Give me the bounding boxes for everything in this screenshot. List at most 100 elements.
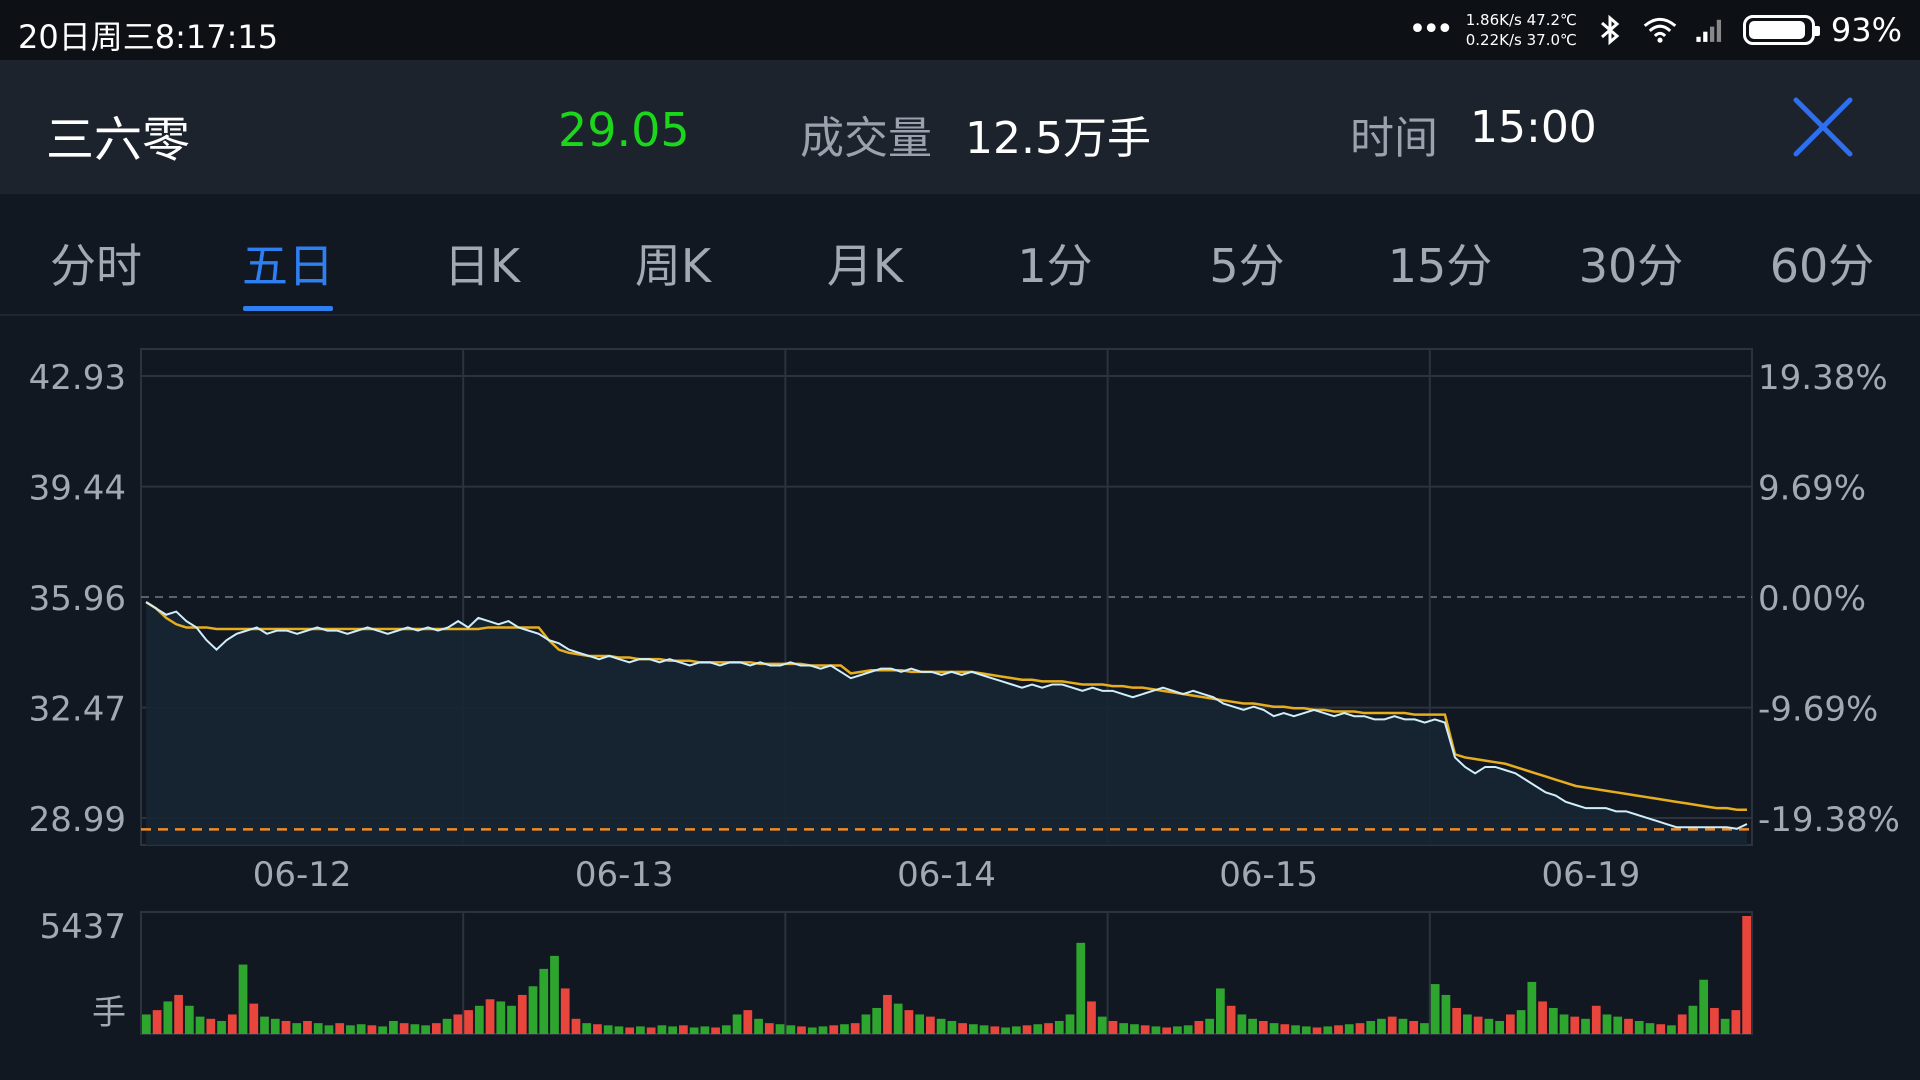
volume-bar	[1001, 1027, 1010, 1034]
day-label: 06-14	[897, 855, 996, 895]
volume-bar	[818, 1026, 828, 1034]
y-tick-right: 9.69%	[1758, 469, 1866, 509]
battery-icon	[1742, 15, 1820, 45]
tab-fenshi[interactable]: 分时	[50, 239, 142, 293]
volume-bar	[1258, 1020, 1268, 1034]
volume-bar	[292, 1023, 302, 1034]
y-tick-left: 39.44	[29, 469, 126, 509]
volume-bar	[1624, 1018, 1633, 1034]
notification-dots-icon: •••	[1408, 12, 1454, 47]
volume-bar	[625, 1027, 635, 1034]
volume-bar	[968, 1024, 978, 1034]
volume-bar	[872, 1007, 882, 1034]
volume-bar	[1291, 1025, 1300, 1034]
volume-bar	[614, 1026, 624, 1034]
volume-bar	[1441, 994, 1451, 1034]
volume-bar	[399, 1023, 409, 1034]
signal-icon	[1693, 13, 1727, 47]
volume-bar	[904, 1010, 914, 1034]
volume-bar	[1076, 942, 1086, 1034]
volume-bar	[883, 994, 892, 1034]
y-tick-right: -19.38%	[1758, 800, 1900, 840]
volume-bar	[1108, 1020, 1118, 1034]
volume-bar	[238, 964, 248, 1034]
period-tabs: 分时 五日 日K 周K 月K 1分 5分 15分 30分 60分	[0, 194, 1920, 316]
volume-bar	[840, 1024, 849, 1034]
tab-week-k[interactable]: 周K	[634, 239, 712, 293]
volume-bar	[1409, 1020, 1419, 1034]
volume-bar	[1269, 1023, 1279, 1034]
tab-day-k[interactable]: 日K	[443, 239, 521, 293]
volume-bar	[786, 1025, 796, 1034]
volume-bar	[1538, 1001, 1547, 1034]
volume-bar	[829, 1025, 839, 1034]
volume-bar	[764, 1023, 774, 1034]
volume-bar	[1602, 1014, 1612, 1034]
stock-price: 29.05	[558, 103, 690, 157]
volume-bar	[1688, 1005, 1698, 1034]
volume-bar	[152, 1010, 162, 1034]
volume-bar	[915, 1014, 925, 1034]
volume-bar	[1334, 1025, 1343, 1034]
volume-bar	[1720, 1018, 1730, 1034]
volume-bar	[1194, 1020, 1204, 1034]
net-speed-up: 1.86K/s 47.2℃	[1465, 11, 1577, 29]
volume-bar	[507, 1005, 516, 1034]
volume-bar	[571, 1018, 581, 1034]
status-icons: ••• 1.86K/s 47.2℃ 0.22K/s 37.0℃	[1409, 8, 1902, 52]
volume-bar	[389, 1020, 398, 1034]
status-bar: 20日周三8:17:15 ••• 1.86K/s 47.2℃ 0.22K/s 3…	[0, 0, 1920, 60]
volume-bar	[657, 1025, 667, 1034]
volume-bar	[807, 1027, 817, 1034]
price-line	[145, 601, 1748, 830]
volume-bar	[732, 1014, 742, 1034]
tab-1min[interactable]: 1分	[1017, 239, 1093, 293]
tab-wuri[interactable]: 五日	[242, 239, 334, 293]
volume-bar	[184, 1005, 194, 1034]
volume-bar	[1731, 1010, 1741, 1034]
volume-bar	[313, 1023, 323, 1034]
day-label: 06-12	[253, 855, 352, 895]
volume-bar	[893, 1003, 903, 1034]
tab-month-k[interactable]: 月K	[826, 239, 904, 293]
volume-bar	[1699, 979, 1709, 1034]
five-day-chart[interactable]: 42.93 39.44 35.96 32.47 28.99 19.38% 9.69% 0.00…	[0, 318, 1920, 1080]
volume-bar	[1205, 1018, 1214, 1034]
volume-bar	[270, 1018, 280, 1034]
volume-bar	[142, 1014, 151, 1034]
day-label: 06-15	[1219, 855, 1318, 895]
volume-bar	[721, 1025, 731, 1034]
y-tick-left: 28.99	[29, 800, 126, 840]
tab-15min[interactable]: 15分	[1387, 239, 1493, 293]
volume-bar	[281, 1020, 291, 1034]
volume-bar	[1742, 916, 1751, 1034]
volume-bar	[485, 999, 495, 1034]
close-button[interactable]	[1788, 92, 1858, 162]
volume-bar	[797, 1026, 806, 1034]
volume-bar	[453, 1014, 463, 1034]
volume-bar	[324, 1025, 334, 1034]
network-speed: 1.86K/s 47.2℃ 0.22K/s 37.0℃	[1466, 10, 1577, 50]
chart-area[interactable]: 42.93 39.44 35.96 32.47 28.99 19.38% 9.69% 0.00…	[0, 318, 1920, 1080]
y-tick-left: 35.96	[29, 579, 126, 619]
tab-30min[interactable]: 30分	[1578, 239, 1684, 293]
volume-label: 成交量	[800, 113, 932, 164]
tab-60min[interactable]: 60分	[1769, 239, 1875, 293]
volume-bar	[1151, 1026, 1161, 1034]
volume-bar	[743, 1010, 753, 1034]
volume-bar	[1634, 1020, 1644, 1034]
volume-bar	[227, 1014, 237, 1034]
volume-bar	[1044, 1023, 1053, 1034]
volume-bar	[1377, 1018, 1386, 1034]
volume-bar	[1280, 1024, 1290, 1034]
volume-bar	[1312, 1027, 1322, 1034]
volume-bar	[1237, 1014, 1247, 1034]
quote-header: 三六零 29.05 成交量 12.5万手 时间 15:00	[0, 60, 1920, 194]
y-tick-left: 42.93	[29, 358, 126, 398]
tab-5min[interactable]: 5分	[1209, 239, 1285, 293]
volume-bar	[442, 1018, 452, 1034]
volume-bar	[1656, 1024, 1666, 1034]
status-time: 20日周三8:17:15	[18, 18, 279, 56]
day-label: 06-13	[575, 855, 674, 895]
volume-bar	[517, 994, 527, 1034]
